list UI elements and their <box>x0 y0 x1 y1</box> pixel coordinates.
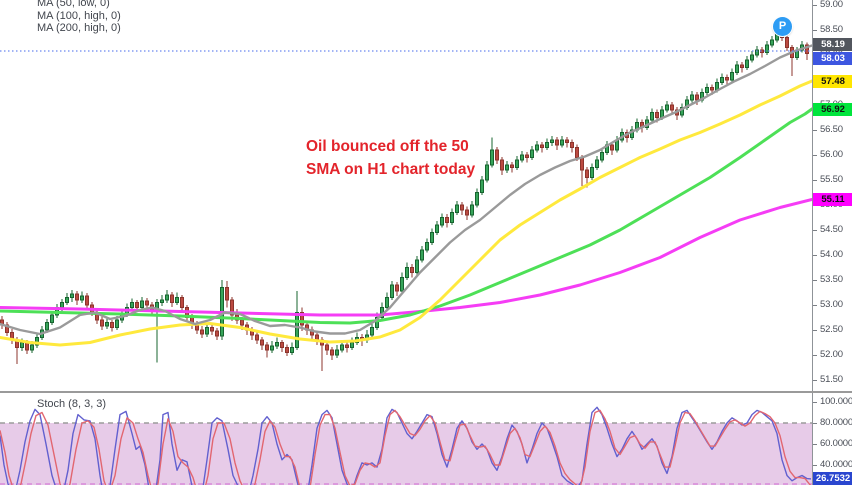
price-tick: 56.00 <box>813 150 852 160</box>
stoch-pane[interactable] <box>0 406 812 485</box>
ma-line-0 <box>0 44 812 336</box>
stoch-tick: 60.0000 <box>813 439 852 449</box>
ma-200-label[interactable]: MA (200, high, 0) <box>37 22 121 35</box>
price-tick: 54.50 <box>813 225 852 235</box>
ma-line-3 <box>0 198 812 317</box>
ma200-value-badge: 55.11 <box>813 193 852 206</box>
price-tick: 54.00 <box>813 250 852 260</box>
stoch-tick: 80.0000 <box>813 418 852 428</box>
ma50-value-badge: 57.48 <box>813 74 852 88</box>
price-axis[interactable]: 59.0058.5058.0057.5057.0056.5056.0055.50… <box>812 0 852 485</box>
ma-100-label[interactable]: MA (100, high, 0) <box>37 9 121 22</box>
price-tick: 51.50 <box>813 375 852 385</box>
ma100-value-badge: 56.92 <box>813 102 852 116</box>
price-tick: 59.00 <box>813 0 852 10</box>
chart-canvas[interactable] <box>0 0 812 485</box>
price-tick: 53.50 <box>813 275 852 285</box>
ma-indicator-labels: MA (50, low, 0) MA (100, high, 0) MA (20… <box>37 0 121 35</box>
stoch-tick: 100.0000 <box>813 397 852 407</box>
publish-marker-icon[interactable]: P <box>773 17 792 36</box>
ma-gray-value-badge: 58.19 <box>813 38 852 51</box>
ma-line-2 <box>0 107 812 325</box>
price-tick: 55.50 <box>813 175 852 185</box>
annotation-line-2: SMA on H1 chart today <box>306 160 476 178</box>
annotation-line-1: Oil bounced off the 50 <box>306 138 469 155</box>
candlestick-series <box>0 30 810 371</box>
price-tick: 53.00 <box>813 300 852 310</box>
price-tick: 52.00 <box>813 350 852 360</box>
stoch-tick: 40.0000 <box>813 460 852 470</box>
pane-separator[interactable] <box>0 391 852 393</box>
stoch-line-k <box>0 406 812 485</box>
ma-line-1 <box>0 79 812 347</box>
price-tick: 56.50 <box>813 125 852 135</box>
stoch-line-d <box>0 409 812 485</box>
stoch-indicator-label[interactable]: Stoch (8, 3, 3) <box>37 398 107 410</box>
stoch-value-badge: 26.7532 <box>813 472 852 485</box>
price-tick: 58.50 <box>813 25 852 35</box>
current-price-badge: 58.03 <box>813 51 852 65</box>
price-tick: 52.50 <box>813 325 852 335</box>
ma-50-label[interactable]: MA (50, low, 0) <box>37 0 110 9</box>
chart-annotation: Oil bounced off the 50 SMA on H1 chart t… <box>306 136 475 181</box>
